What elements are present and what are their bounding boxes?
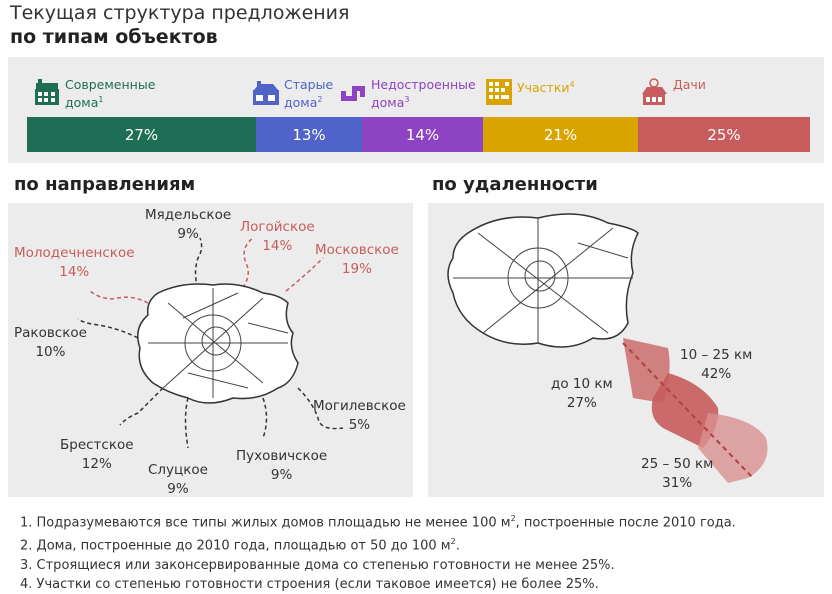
label-rakov: Раковское 10% [14, 325, 87, 360]
land-plot-icon [486, 79, 512, 105]
title-line-1: Текущая структура предложения [10, 2, 350, 24]
minsk-outline [447, 213, 639, 348]
legend-label: Дачи [673, 77, 706, 92]
route-slutsk [184, 397, 189, 449]
types-stacked-bar: 27% 13% 14% 21% 25% [27, 117, 810, 152]
footnote-1: 1. Подразумеваются все типы жилых домов … [20, 514, 736, 531]
footnote-4: 4. Участки со степенью готовности строен… [20, 576, 599, 592]
legend-modern-houses: Современные дома1 [32, 77, 155, 110]
route-logoisk [237, 237, 254, 294]
types-panel: Современные дома1 Старые дома2 Недостроенн… [8, 57, 824, 163]
footnote-mark: 4 [569, 80, 575, 89]
legend-label: Участки [517, 80, 570, 96]
route-brest [119, 387, 164, 426]
route-puhovichi [262, 397, 268, 439]
footnote-2: 2. Дома, построенные до 2010 года, площа… [20, 537, 460, 554]
legend-label: дома [65, 95, 99, 111]
footnote-mark: 3 [404, 95, 410, 104]
bar-segment-unfinished: 14% [362, 117, 483, 152]
legend-label: Недостроенные [371, 77, 476, 92]
legend-label: дома [284, 95, 318, 111]
label-brest: Брестское 12% [60, 437, 134, 472]
bar-segment-modern: 27% [27, 117, 256, 152]
distance-axis-line [622, 342, 754, 479]
directions-panel: Мядельское 9% Логойское 14% Московское 19% … [8, 203, 413, 497]
footnote-mark: 1 [98, 95, 104, 104]
legend-label: дома [371, 95, 405, 111]
route-rakov [77, 318, 139, 339]
title-line-2: по типам объектов [10, 26, 218, 48]
legend-dachas: Дачи [640, 77, 706, 107]
unfinished-house-icon [341, 86, 365, 101]
label-10-25km: 10 – 25 км 42% [680, 347, 753, 382]
footnote-3: 3. Строящиеся или законсервированные дом… [20, 557, 615, 573]
label-molodechno: Молодечненское 14% [14, 245, 135, 280]
bar-segment-plots: 21% [483, 117, 638, 152]
directions-heading: по направлениям [14, 174, 196, 195]
distance-panel: до 10 км 27% 10 – 25 км 42% 25 – 50 км 31% [428, 203, 824, 497]
legend-land-plots: Участки4 [484, 77, 575, 107]
label-moscow: Московское 19% [315, 242, 399, 277]
zone-10-25km [651, 373, 719, 448]
distance-heading: по удаленности [432, 174, 598, 195]
legend-label: Современные [65, 77, 156, 92]
minsk-distance-map [447, 213, 768, 483]
label-25-50km: 25 – 50 км 31% [641, 456, 714, 491]
label-slutsk: Слуцкое 9% [148, 462, 208, 497]
modern-house-icon [35, 79, 59, 105]
route-mogilev [297, 387, 344, 430]
bar-segment-old: 13% [256, 117, 362, 152]
legend-label: Старые [284, 77, 334, 92]
footnotes: 1. Подразумеваются все типы жилых домов … [20, 509, 736, 594]
bar-segment-dachas: 25% [638, 117, 810, 152]
label-logoisk: Логойское 14% [240, 219, 315, 254]
route-molodechno [89, 290, 149, 304]
zone-25-50km [698, 413, 768, 483]
dacha-icon [642, 78, 667, 105]
minsk-directions-map [77, 237, 344, 449]
label-mogilev: Могилевское 5% [313, 398, 406, 433]
label-puhovichi: Пуховичское 9% [236, 448, 328, 483]
old-house-icon [253, 81, 279, 105]
legend-old-houses: Старые дома2 [251, 77, 333, 110]
footnote-mark: 2 [317, 95, 323, 104]
route-moscow [285, 257, 324, 292]
label-myadel: Мядельское 9% [145, 207, 232, 242]
legend-unfinished-houses: Недостроенные дома3 [338, 77, 476, 110]
route-myadel [194, 237, 203, 289]
label-up-to-10km: до 10 км 27% [551, 376, 613, 411]
zone-up-to-10km [623, 338, 670, 403]
